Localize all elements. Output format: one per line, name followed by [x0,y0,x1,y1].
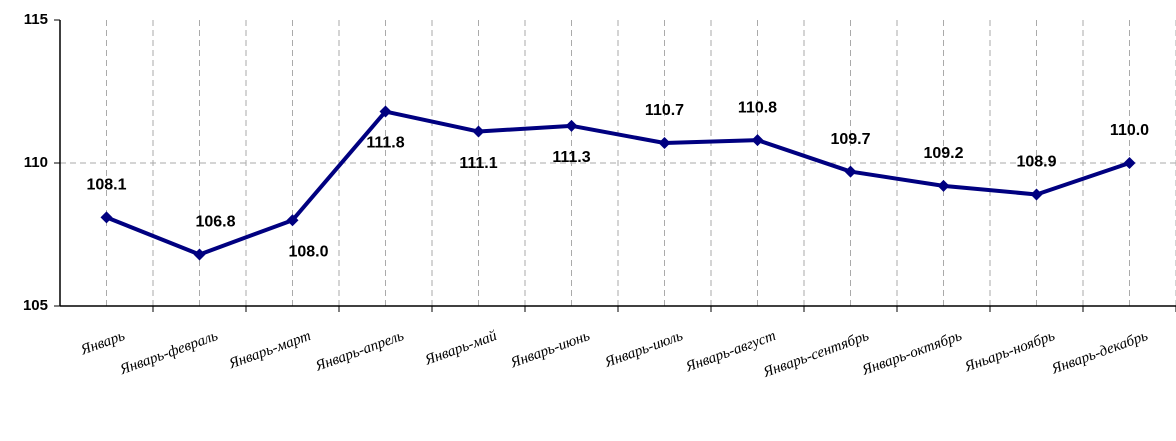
value-label: 110.8 [738,99,777,116]
marker [193,248,206,261]
x-tick-label: Январь-июнь [508,328,592,372]
value-label: 108.1 [86,177,126,194]
marker [844,165,857,178]
x-tick-label: Январь [78,328,127,359]
marker [379,105,392,118]
x-tick-label: Январь-сентябрь [760,328,871,381]
x-tick-label: Январь-октябрь [859,328,964,379]
marker [1030,188,1043,201]
line [105,109,1131,257]
x-tick-label: Январь-март [226,328,313,373]
marker [472,125,485,138]
x-tick-label: Январь-май [422,328,499,369]
value-label: 108.0 [288,243,328,260]
x-tick-label: Яньарь-ноябрь [962,328,1057,376]
value-label: 110.7 [645,102,684,119]
value-label: 108.9 [1016,154,1056,171]
value-label: 106.8 [195,214,235,231]
marker [1123,157,1136,169]
marker [100,211,113,224]
value-label: 109.2 [923,145,963,162]
x-tick-label: Январь-февраль [117,328,220,379]
x-tick-label: Январь-июль [602,328,685,371]
value-label: 109.7 [830,131,870,148]
marker [937,179,950,192]
marker [751,134,764,147]
value-label: 110.0 [1110,122,1149,139]
x-tick-label: Январь-апрель [313,328,407,375]
marker [658,136,671,149]
y-tick-label: 115 [24,11,48,28]
marker [286,214,299,227]
marker [565,119,578,132]
x-tick-label: Январь-декабрь [1049,328,1150,378]
value-label: 111.1 [459,155,497,172]
y-tick-label: 105 [23,297,48,314]
value-label: 111.3 [552,149,590,166]
value-label: 111.8 [366,135,404,152]
y-tick-label: 110 [24,154,48,171]
